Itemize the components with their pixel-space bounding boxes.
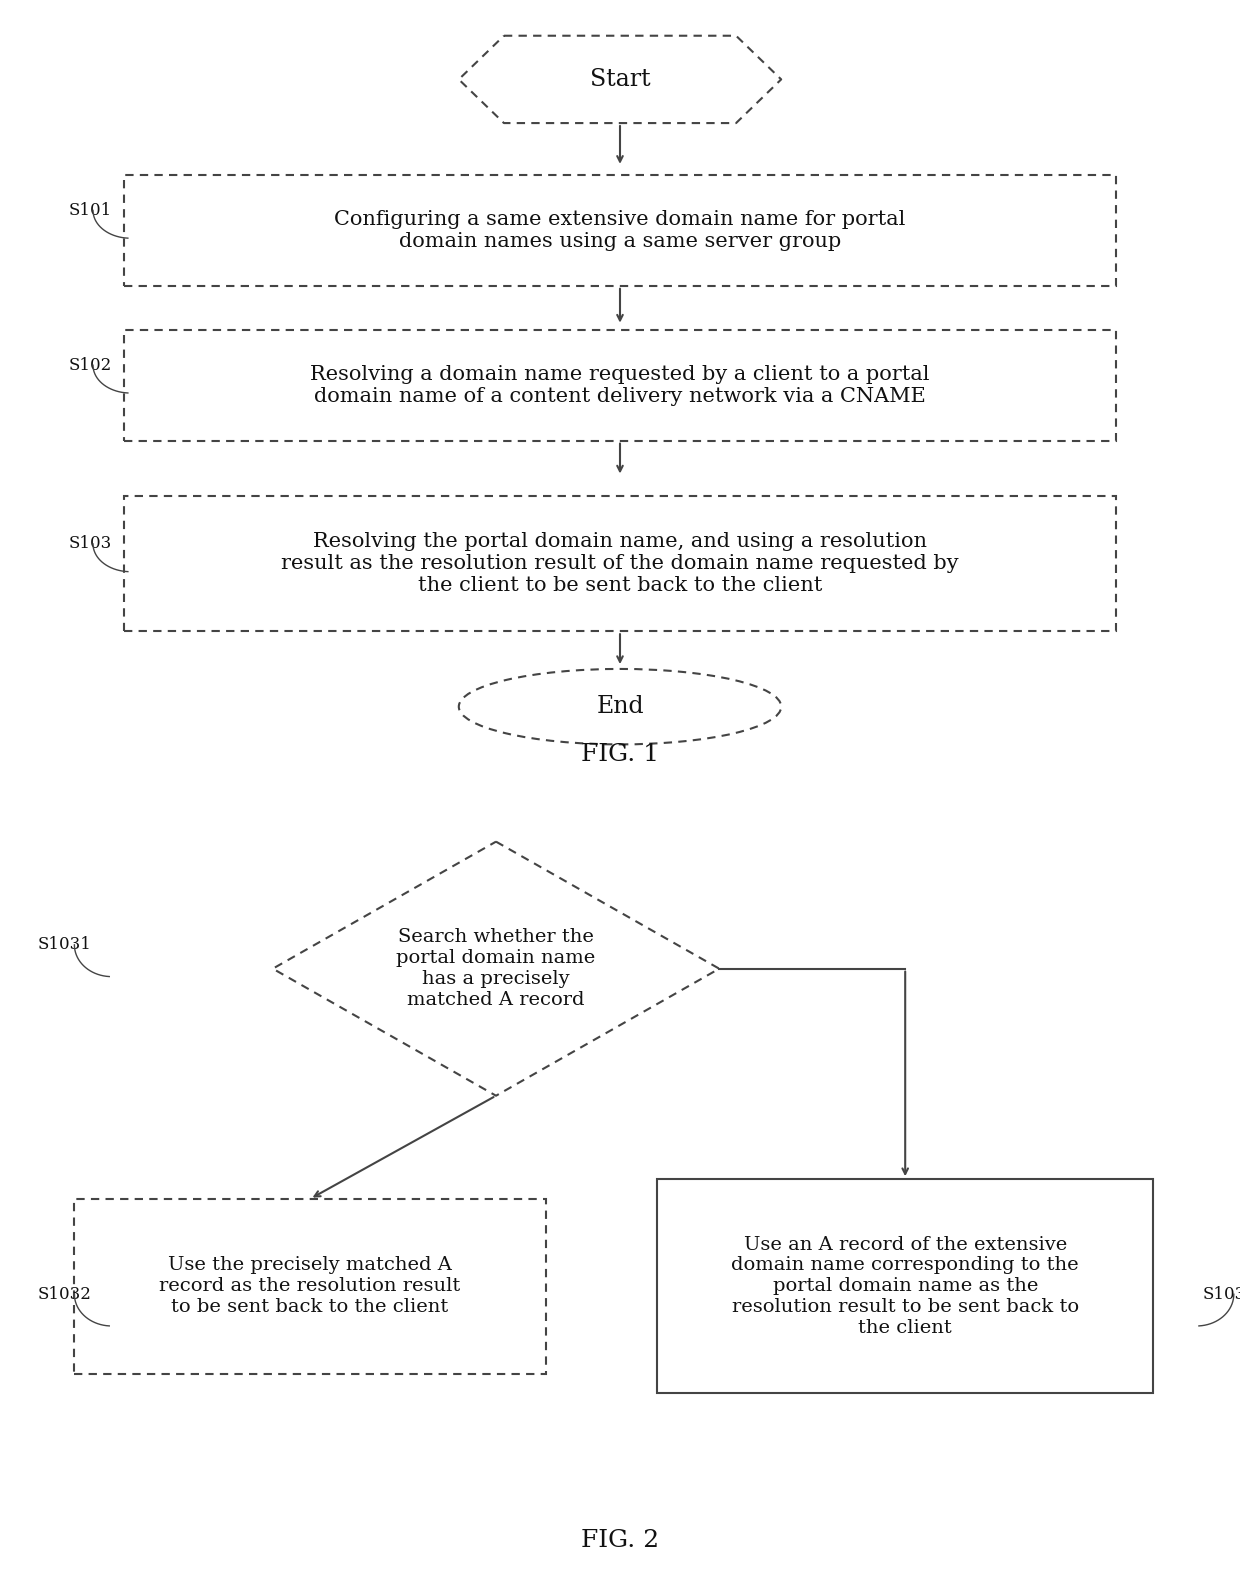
Text: S103: S103 (68, 535, 112, 553)
Text: End: End (596, 696, 644, 718)
Text: Resolving a domain name requested by a client to a portal
domain name of a conte: Resolving a domain name requested by a c… (310, 365, 930, 405)
Text: Resolving the portal domain name, and using a resolution
result as the resolutio: Resolving the portal domain name, and us… (281, 532, 959, 596)
Text: S1031: S1031 (37, 937, 91, 953)
Bar (657, 1178, 1153, 1394)
Text: S101: S101 (68, 202, 112, 219)
Text: S1032: S1032 (37, 1286, 91, 1302)
Polygon shape (459, 37, 781, 124)
Ellipse shape (459, 669, 781, 745)
Text: S102: S102 (68, 357, 112, 373)
Text: FIG. 1: FIG. 1 (582, 743, 658, 765)
Text: S1033: S1033 (1203, 1286, 1240, 1302)
Text: Start: Start (590, 68, 650, 91)
Bar (74, 1199, 546, 1374)
Text: FIG. 2: FIG. 2 (580, 1529, 660, 1551)
Text: Search whether the
portal domain name
has a precisely
matched A record: Search whether the portal domain name ha… (397, 929, 595, 1008)
Text: Configuring a same extensive domain name for portal
domain names using a same se: Configuring a same extensive domain name… (335, 210, 905, 251)
Bar (124, 175, 1116, 286)
Bar (124, 330, 1116, 441)
Bar (124, 495, 1116, 632)
Text: Use the precisely matched A
record as the resolution result
to be sent back to t: Use the precisely matched A record as th… (160, 1256, 460, 1316)
Text: Use an A record of the extensive
domain name corresponding to the
portal domain : Use an A record of the extensive domain … (732, 1235, 1079, 1337)
Polygon shape (273, 842, 719, 1096)
